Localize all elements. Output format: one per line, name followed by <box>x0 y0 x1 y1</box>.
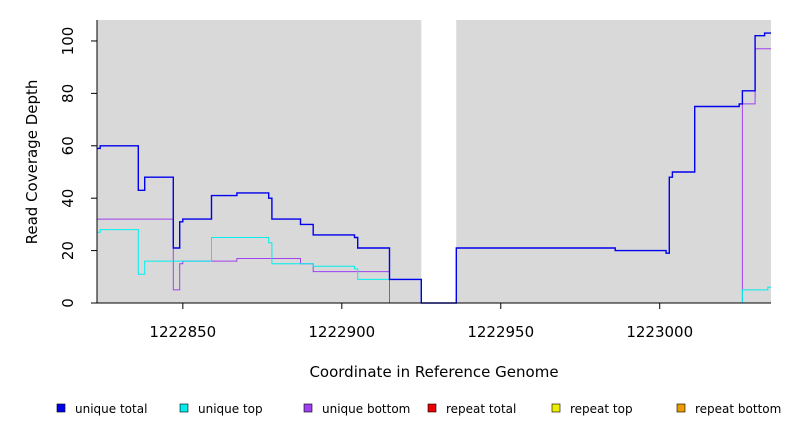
x-tick-label: 1222900 <box>308 323 375 341</box>
legend-swatch-unique-bottom <box>303 403 313 413</box>
y-axis-title: Read Coverage Depth <box>23 80 41 245</box>
x-tick-label: 1223000 <box>626 323 693 341</box>
x-tick-label: 1222950 <box>467 323 534 341</box>
legend-label-unique-total: unique total <box>75 402 147 416</box>
legend-swatch-unique-total <box>56 403 66 413</box>
y-tick-label: 100 <box>59 27 77 56</box>
legend-swatch-repeat-bottom <box>676 403 686 413</box>
legend-swatch-repeat-top <box>551 403 561 413</box>
y-tick-label: 0 <box>59 298 77 308</box>
legend-label-unique-top: unique top <box>198 402 263 416</box>
y-tick-label: 20 <box>59 241 77 260</box>
legend-swatch-repeat-total <box>427 403 437 413</box>
legend-label-unique-bottom: unique bottom <box>322 402 410 416</box>
legend-swatch-unique-top <box>179 403 189 413</box>
y-axis: 0 20 40 60 80 100 <box>59 20 98 308</box>
y-tick-label: 80 <box>59 84 77 103</box>
legend: unique total unique top unique bottom repea… <box>56 402 781 416</box>
x-axis: 1222850 1222900 1222950 1223000 <box>97 302 771 341</box>
x-tick-label: 1222850 <box>149 323 216 341</box>
series-unique-total-line <box>97 32 771 304</box>
legend-label-repeat-bottom: repeat bottom <box>695 402 781 416</box>
legend-label-repeat-top: repeat top <box>570 402 633 416</box>
y-tick-label: 40 <box>59 189 77 208</box>
plot-area <box>97 20 771 303</box>
gap-region <box>421 20 457 303</box>
x-axis-title: Coordinate in Reference Genome <box>309 363 558 381</box>
legend-label-repeat-total: repeat total <box>446 402 516 416</box>
y-tick-label: 60 <box>59 136 77 155</box>
